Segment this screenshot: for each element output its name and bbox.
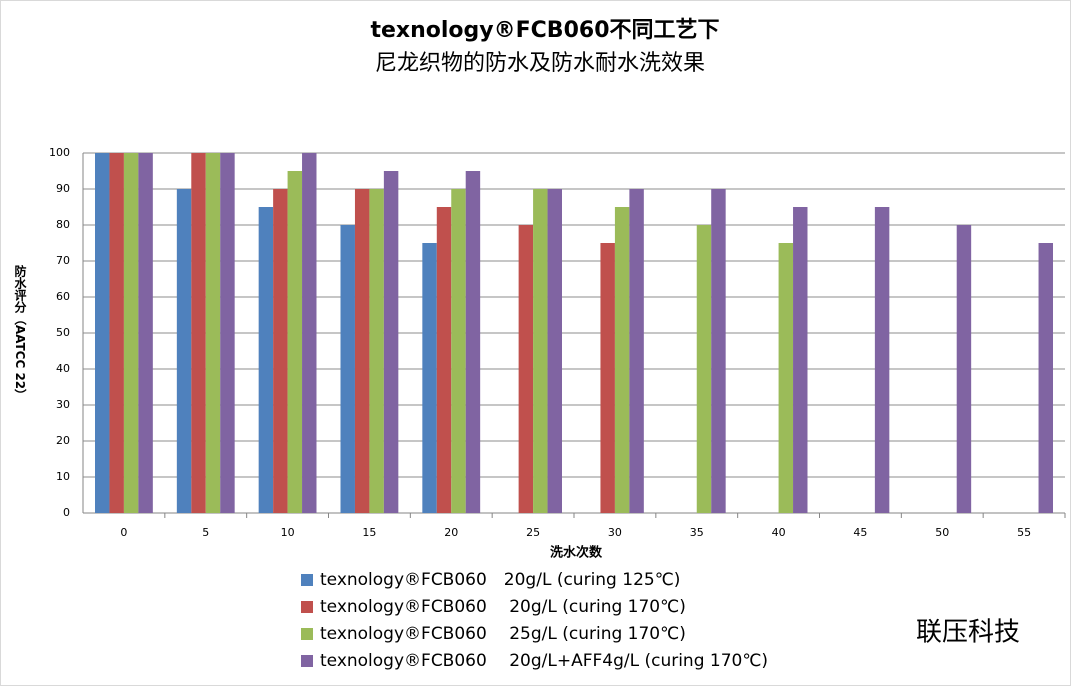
bar [547,189,562,513]
bar [369,189,384,513]
x-tick-label: 15 [362,526,376,539]
bar [696,225,712,513]
bar [614,207,630,513]
y-tick-label: 50 [56,326,70,339]
y-tick-label: 90 [56,182,70,195]
bar [138,153,153,513]
y-tick-label: 100 [49,146,70,159]
bar [302,153,317,513]
bar [273,189,288,513]
x-tick-label: 35 [690,526,704,539]
x-tick-label: 5 [202,526,209,539]
watermark: 联压科技 [916,618,1020,648]
y-tick-label: 70 [56,254,70,267]
y-tick-label: 20 [56,434,70,447]
bar [874,207,890,513]
y-tick-label: 60 [56,290,70,303]
y-tick-label: 0 [63,506,70,519]
bar [191,153,206,513]
x-tick-label: 30 [608,526,622,539]
bar [354,189,370,513]
bar [451,189,466,513]
bar [518,225,534,513]
legend-swatch [301,655,313,667]
bar [109,153,124,513]
legend-label: texnology®FCB060 20g/L+AFF4g/L (curing 1… [320,651,768,671]
bar [95,153,110,513]
legend-label: texnology®FCB060 20g/L (curing 170℃) [320,597,686,617]
chart-title: texnology®FCB060不同工艺下 [370,17,719,43]
x-tick-label: 10 [281,526,295,539]
legend-label: texnology®FCB060 25g/L (curing 170℃) [320,624,686,644]
bar [340,225,355,513]
bar [533,189,548,513]
bar [383,171,399,513]
y-tick-label: 80 [56,218,70,231]
bar [778,243,794,513]
x-tick-label: 40 [772,526,786,539]
x-tick-label: 20 [444,526,458,539]
x-axis-label: 洗水次数 [550,545,603,561]
bar [600,243,615,513]
x-tick-label: 0 [120,526,127,539]
legend-swatch [301,601,313,613]
y-tick-label: 40 [56,362,70,375]
bar [1038,243,1053,513]
legend-swatch [301,574,313,586]
bar [422,243,437,513]
chart-title: 尼龙织物的防水及防水耐水洗效果 [375,51,705,76]
bar [220,153,235,513]
bar [287,171,303,513]
x-tick-label: 55 [1017,526,1031,539]
bar [123,153,139,513]
x-tick-label: 50 [935,526,949,539]
y-axis-label: 防水评分（AATCC 22） [13,263,27,401]
bar [793,207,808,513]
y-tick-label: 10 [56,470,70,483]
bar [205,153,221,513]
bar [258,207,274,513]
bar [956,225,972,513]
legend-swatch [301,628,313,640]
bar [465,171,481,513]
bar [711,189,726,513]
legend-label: texnology®FCB060 20g/L (curing 125℃) [320,570,680,590]
x-tick-label: 45 [853,526,867,539]
bar [629,189,644,513]
y-tick-label: 30 [56,398,70,411]
x-tick-label: 25 [526,526,540,539]
bar [176,189,192,513]
bar [436,207,452,513]
